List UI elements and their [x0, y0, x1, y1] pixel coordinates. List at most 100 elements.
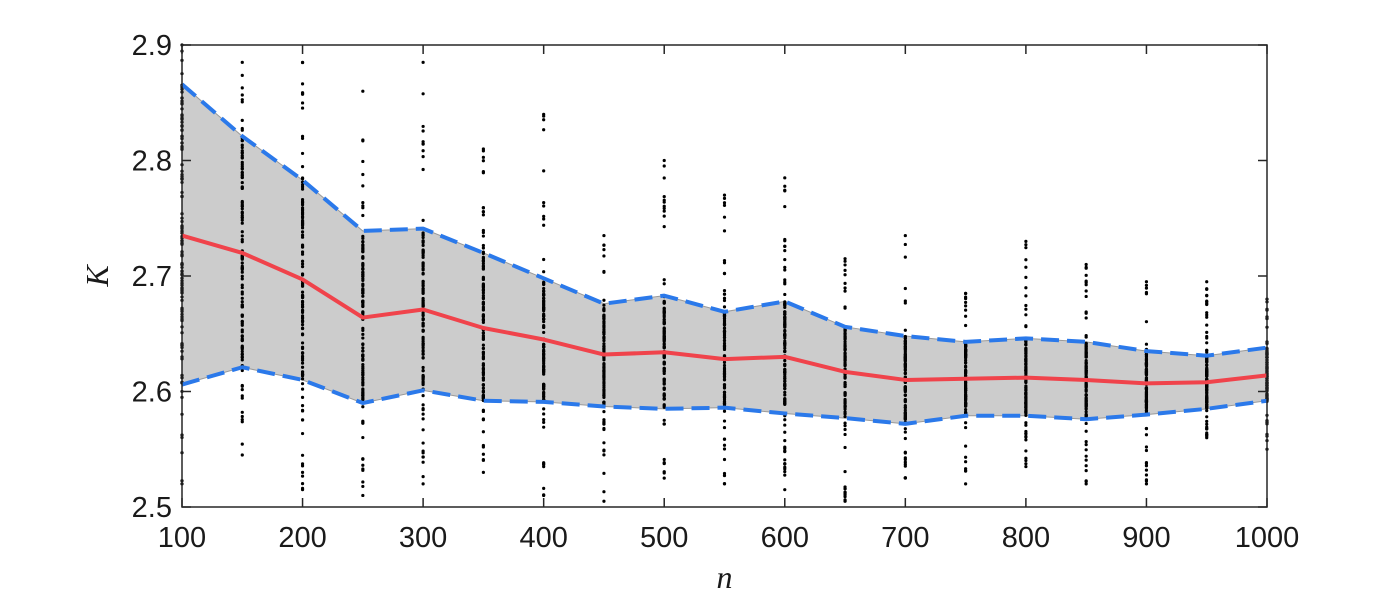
scatter-point	[300, 453, 305, 457]
scatter-point	[300, 486, 305, 490]
scatter-point	[843, 259, 847, 263]
scatter-point	[240, 151, 244, 155]
scatter-point	[843, 331, 847, 335]
scatter-point	[964, 350, 968, 354]
scatter-point	[783, 324, 787, 329]
scatter-point	[964, 308, 968, 312]
scatter-point	[843, 393, 847, 397]
scatter-point	[361, 336, 365, 340]
scatter-point	[662, 369, 666, 373]
scatter-point	[602, 490, 606, 494]
scatter-point	[1024, 239, 1028, 243]
scatter-point	[1205, 384, 1209, 388]
scatter-point	[783, 488, 787, 492]
scatter-point	[662, 332, 666, 336]
scatter-point	[964, 291, 968, 296]
scatter-point	[843, 340, 847, 344]
scatter-point	[240, 174, 244, 178]
x-tick-label: 500	[640, 522, 688, 554]
scatter-point	[783, 449, 787, 453]
scatter-point	[361, 493, 365, 498]
scatter-point	[240, 261, 244, 265]
scatter-point	[602, 243, 606, 247]
scatter-point	[542, 390, 546, 394]
scatter-point	[481, 213, 485, 217]
scatter-point	[240, 100, 244, 104]
scatter-point	[361, 255, 365, 259]
scatter-point	[602, 233, 606, 238]
scatter-point	[1205, 402, 1209, 406]
scatter-point	[843, 375, 847, 379]
scatter-point	[1024, 432, 1028, 436]
scatter-point	[722, 457, 727, 462]
scatter-point	[300, 361, 305, 365]
scatter-point	[1144, 433, 1149, 437]
scatter-point	[421, 235, 425, 240]
scatter-point	[1205, 431, 1209, 435]
scatter-point	[542, 292, 546, 296]
scatter-point	[481, 417, 485, 421]
scatter-point	[361, 213, 365, 218]
scatter-point	[843, 381, 847, 385]
scatter-point	[300, 293, 305, 297]
scatter-point	[843, 363, 847, 367]
scatter-point	[1024, 243, 1028, 247]
scatter-point	[1024, 325, 1028, 329]
scatter-point	[240, 186, 244, 191]
scatter-point	[240, 143, 244, 147]
scatter-point	[964, 455, 968, 459]
x-tick-label: 700	[881, 522, 929, 554]
scatter-point	[421, 167, 425, 172]
scatter-point	[783, 265, 787, 269]
scatter-point	[1205, 419, 1209, 423]
scatter-point	[1144, 398, 1149, 402]
scatter-point	[1144, 371, 1149, 375]
scatter-point	[1084, 333, 1088, 338]
scatter-point	[1084, 289, 1088, 293]
scatter-point	[1205, 315, 1209, 319]
scatter-point	[240, 414, 244, 419]
scatter-point	[1084, 383, 1088, 387]
scatter-point	[542, 214, 546, 219]
scatter-point	[481, 313, 485, 317]
scatter-point	[1144, 290, 1149, 295]
scatter-point	[300, 304, 305, 309]
scatter-point	[843, 498, 847, 502]
y-tick-label: 2.7	[132, 261, 172, 293]
scatter-point	[542, 412, 546, 416]
scatter-point	[1024, 456, 1028, 460]
scatter-point	[903, 411, 907, 415]
scatter-point	[240, 300, 244, 304]
scatter-point	[542, 204, 546, 208]
scatter-point	[1024, 346, 1028, 350]
x-tick-label: 900	[1122, 522, 1170, 554]
scatter-point	[662, 214, 666, 218]
scatter-point	[421, 239, 425, 244]
scatter-point	[662, 386, 666, 391]
scatter-point	[783, 318, 787, 322]
scatter-point	[722, 196, 727, 200]
scatter-point	[240, 358, 244, 362]
scatter-point	[1024, 294, 1028, 298]
scatter-point	[602, 499, 606, 503]
scatter-point	[421, 280, 425, 284]
scatter-point	[662, 461, 666, 466]
scatter-point	[542, 257, 546, 262]
scatter-point	[421, 407, 425, 411]
scatter-point	[240, 394, 244, 398]
scatter-point	[240, 255, 244, 259]
scatter-point	[481, 261, 485, 266]
scatter-point	[662, 209, 666, 213]
scatter-point	[1205, 313, 1209, 317]
scatter-point	[240, 138, 244, 143]
scatter-point	[361, 184, 365, 188]
scatter-point	[361, 159, 365, 164]
scatter-point	[1024, 421, 1028, 425]
scatter-point	[843, 268, 847, 273]
scatter-point	[783, 470, 787, 474]
scatter-point	[964, 344, 968, 348]
scatter-point	[481, 307, 485, 311]
scatter-point	[602, 320, 606, 324]
scatter-point	[1084, 413, 1088, 417]
scatter-point	[542, 486, 546, 490]
